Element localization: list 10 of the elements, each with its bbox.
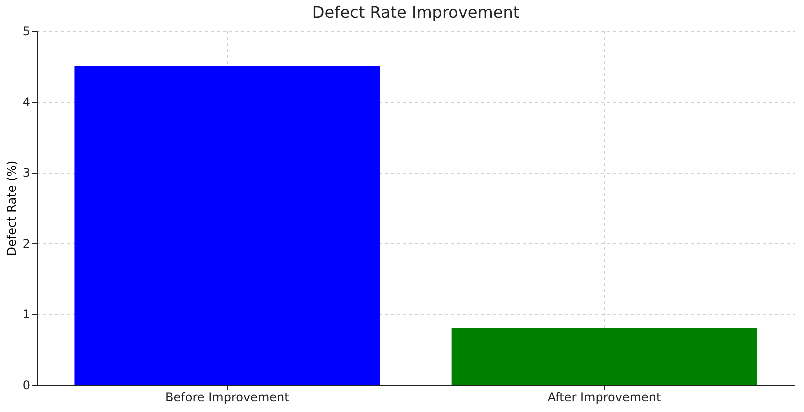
y-tick-label: 1 — [22, 308, 30, 322]
y-tick-label: 2 — [22, 236, 30, 251]
y-axis-title: Defect Rate (%) — [4, 160, 19, 256]
y-tick-label: 5 — [22, 24, 30, 38]
x-tick-label: Before Improvement — [166, 390, 290, 404]
y-tick-label: 0 — [22, 378, 30, 392]
y-tick-label: 3 — [22, 166, 30, 180]
chart-title: Defect Rate Improvement — [312, 3, 520, 22]
y-tick-label: 4 — [22, 95, 30, 110]
x-tick-label: After Improvement — [548, 390, 662, 404]
